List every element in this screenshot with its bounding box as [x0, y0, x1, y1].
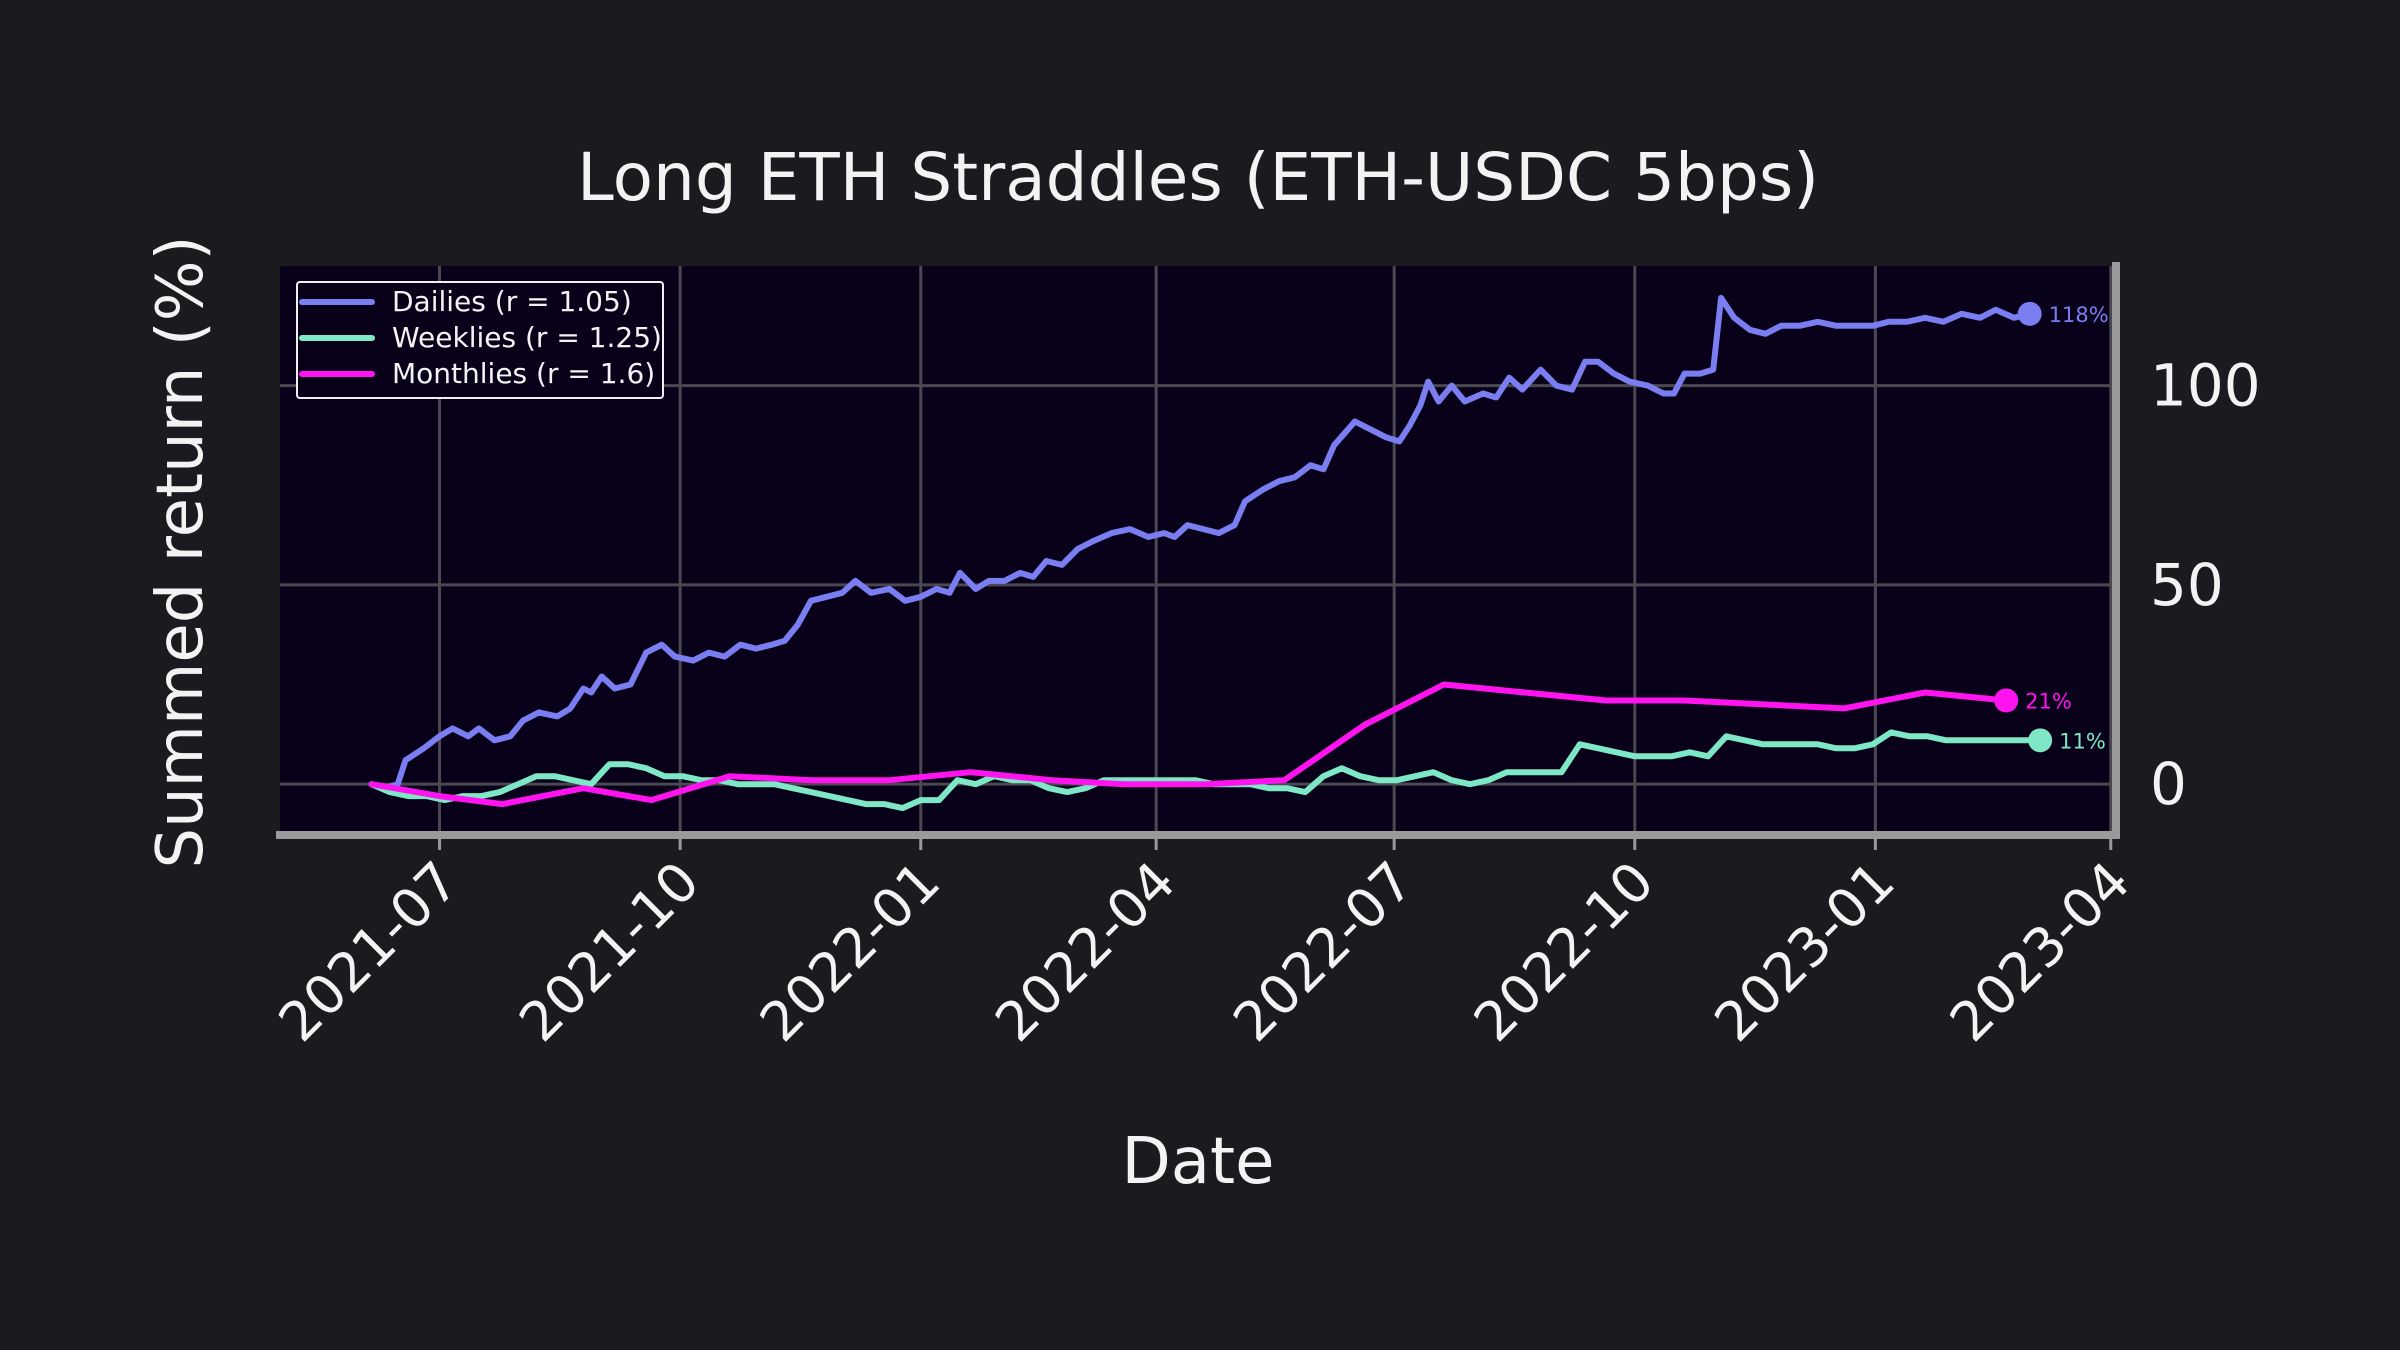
series-endpoint-marker: [2028, 728, 2053, 753]
series-end-label: 11%: [2059, 729, 2106, 753]
x-tick-label: 2022-10: [1462, 850, 1666, 1054]
x-ticks: 2021-07 2021-10 2022-01 2022-04 2022-07 2022-…: [267, 839, 2142, 1054]
legend-label: Dailies (r = 1.05): [392, 285, 632, 318]
x-tick-label: 2022-01: [748, 850, 952, 1054]
series-line: [368, 681, 2010, 808]
legend-label: Weeklies (r = 1.25): [392, 321, 662, 354]
x-tick-label: 2022-07: [1221, 850, 1425, 1054]
y-tick-label: 50: [2150, 551, 2224, 619]
series-end-label: 118%: [2049, 303, 2109, 327]
y-tick-label: 100: [2150, 352, 2261, 420]
series-layer: [368, 294, 2044, 812]
legend-label: Monthlies (r = 1.6): [392, 357, 655, 390]
endpoint-layer: 118% 11% 21%: [1994, 301, 2109, 753]
legend-box: [296, 281, 664, 399]
x-axis-label: Date: [1122, 1125, 1275, 1199]
y-tick-label: 0: [2150, 750, 2187, 818]
x-tick-label: 2023-04: [1938, 850, 2142, 1054]
legend: Dailies (r = 1.05)Weeklies (r = 1.25)Mon…: [296, 281, 664, 399]
chart-title: Long ETH Straddles (ETH-USDC 5bps): [577, 139, 1819, 216]
x-tick-label: 2022-04: [983, 850, 1187, 1054]
legend-entries: Dailies (r = 1.05)Weeklies (r = 1.25)Mon…: [299, 285, 662, 390]
y-ticks: 0 50 100: [2150, 352, 2261, 819]
series-endpoint-marker: [2017, 301, 2042, 326]
y-axis-label: Summed return (%): [144, 236, 218, 869]
x-tick-label: 2023-01: [1702, 850, 1906, 1054]
series-line: [368, 294, 2033, 792]
series-end-label: 21%: [2025, 689, 2072, 713]
series-endpoint-marker: [1994, 688, 2019, 713]
x-tick-label: 2021-10: [507, 850, 711, 1054]
x-tick-label: 2021-07: [267, 850, 471, 1054]
